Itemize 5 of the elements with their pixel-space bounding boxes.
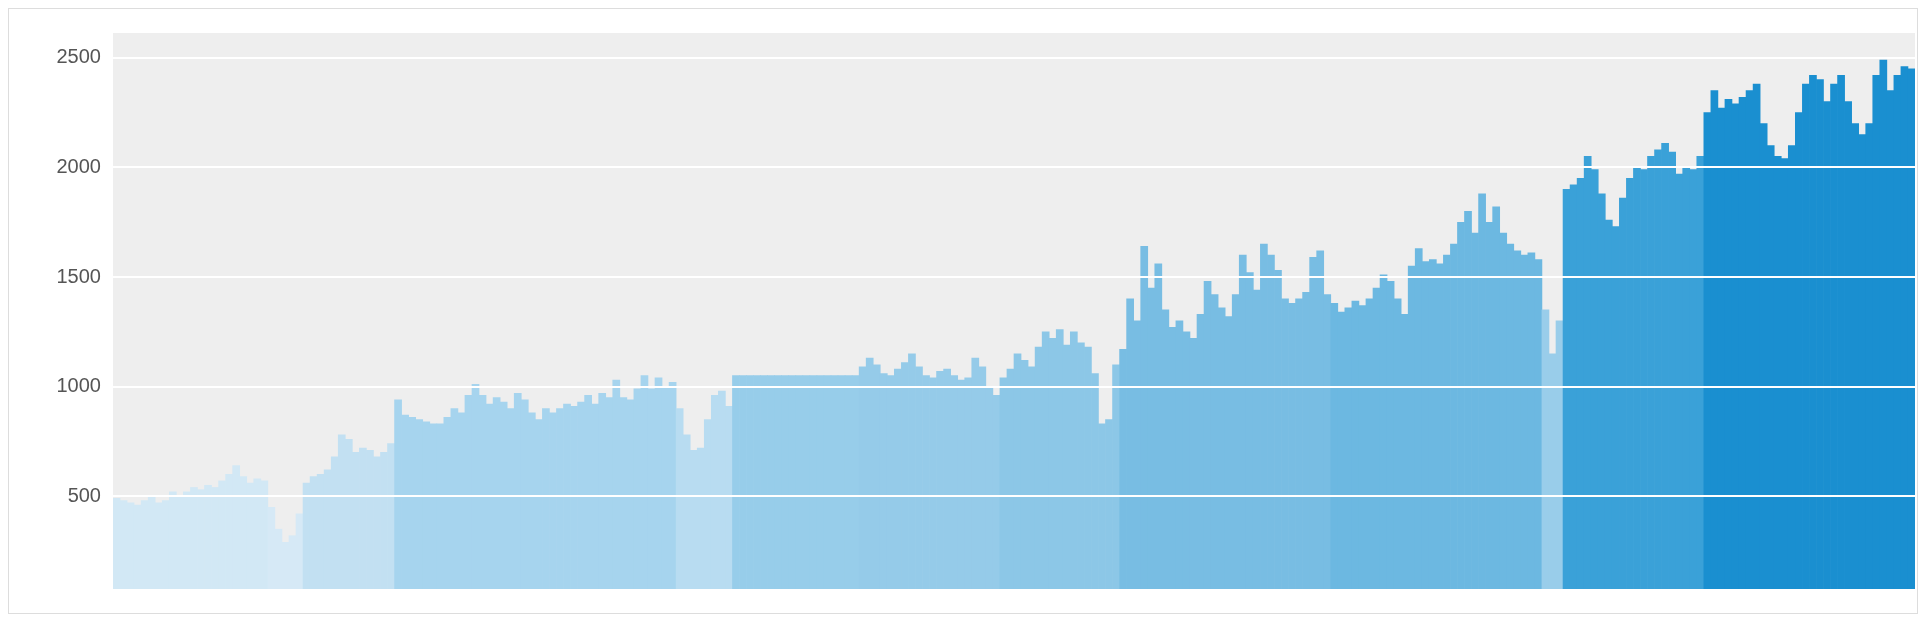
- y-tick-label: 1500: [56, 264, 101, 287]
- y-tick-label: 2500: [56, 45, 101, 68]
- y-tick-label: 500: [67, 483, 101, 506]
- y-tick-label: 1000: [56, 374, 101, 397]
- y-tick-label: 2000: [56, 154, 101, 177]
